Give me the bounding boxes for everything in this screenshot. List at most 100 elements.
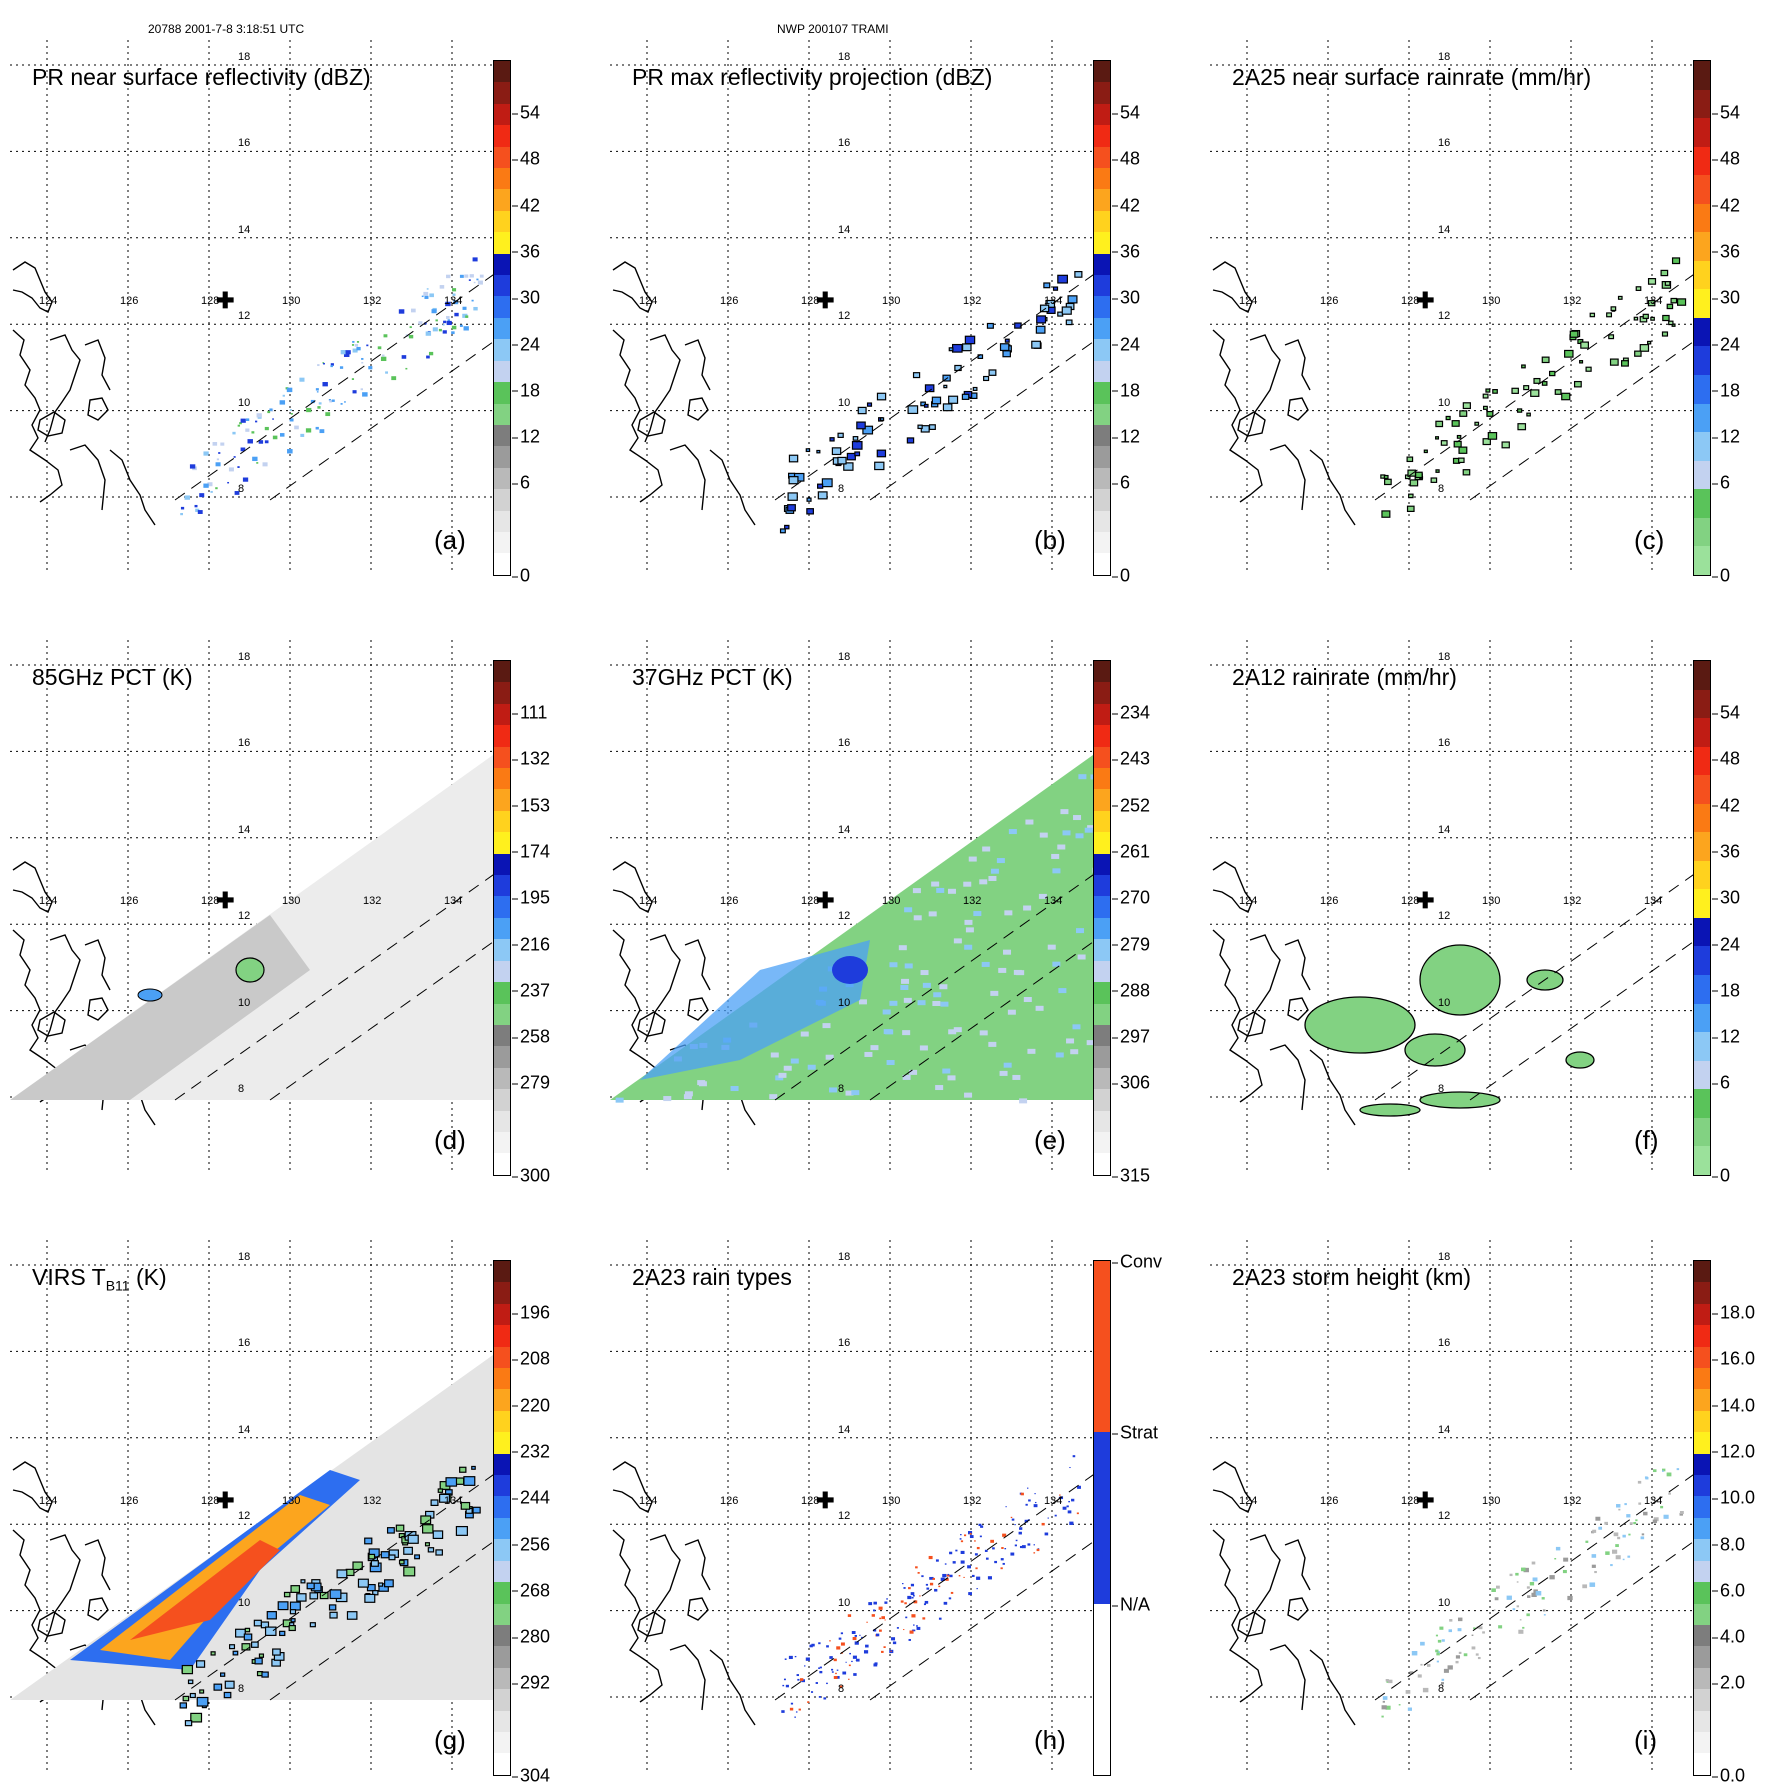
colorbar-segment <box>494 1646 510 1668</box>
colorbar-segment <box>1694 89 1710 119</box>
lat-label: 8 <box>238 1683 245 1695</box>
colorbar-tick: 18 <box>1711 980 1741 1001</box>
colorbar-tick: 174 <box>511 841 551 862</box>
colorbar-segment <box>494 403 510 425</box>
lon-label: 124 <box>39 295 58 307</box>
colorbar-segment <box>1694 61 1710 90</box>
lat-label: 10 <box>838 396 851 409</box>
colorbar-segment <box>494 1539 510 1561</box>
map-area: 124 126 128 130 132 134 18 16 14 12 10 8 ✚ <box>1210 640 1700 1170</box>
panel-letter: (g) <box>434 1725 466 1755</box>
lon-label: 130 <box>282 1495 301 1507</box>
lon-label: 128 <box>1401 895 1420 907</box>
colorbar-segment <box>494 1496 510 1518</box>
colorbar-tick: 232 <box>511 1441 551 1462</box>
lat-label: 14 <box>1438 1423 1451 1436</box>
colorbar-segment <box>494 1517 510 1540</box>
colorbar-segment <box>494 1731 510 1754</box>
lon-label: 126 <box>1320 295 1339 307</box>
lat-label: 12 <box>1438 310 1451 323</box>
colorbar-segment <box>494 424 510 447</box>
lat-label: 12 <box>838 1510 851 1523</box>
colorbar-tick: 270 <box>1111 887 1151 908</box>
colorbar-segment <box>494 1667 510 1690</box>
lon-label: 130 <box>882 895 901 907</box>
colorbar-tick: 30 <box>511 287 541 308</box>
plus-icon: ✚ <box>1416 1488 1435 1513</box>
map-panel-h: 124 126 128 130 132 134 18 16 14 12 10 8 ✚ 2A23 rain … <box>600 1220 1163 1776</box>
colorbar-tick: 48 <box>1711 148 1741 169</box>
colorbar-segment <box>494 1325 510 1347</box>
map-panel-f: 124 126 128 130 132 134 18 16 14 12 10 8 ✚ 2A12 rainr… <box>1200 620 1760 1186</box>
colorbar <box>1693 660 1711 1176</box>
map-plot <box>1210 640 1700 1170</box>
colorbar-segment <box>1094 275 1110 297</box>
lat-label: 16 <box>1438 737 1451 750</box>
map-area: 124 126 128 130 132 134 18 16 14 12 10 8 ✚ <box>1210 1240 1700 1770</box>
colorbar-segment <box>1694 1368 1710 1390</box>
colorbar-tick: 54 <box>511 102 541 123</box>
colorbar-tick: 216 <box>511 934 551 954</box>
colorbar-segment <box>494 1582 510 1604</box>
map-area: 124 126 128 130 132 134 18 16 14 12 10 8 ✚ <box>10 1240 500 1770</box>
map-plot <box>610 1240 1100 1770</box>
colorbar-segment <box>1094 1153 1110 1175</box>
map-panel-c: 124 126 128 130 132 134 18 16 14 12 10 8 ✚ 2A25 near … <box>1200 20 1760 586</box>
colorbar-segment <box>494 1282 510 1304</box>
colorbar-segment <box>1094 875 1110 897</box>
colorbar-segment <box>1694 375 1710 404</box>
colorbar-segment <box>1694 289 1710 318</box>
colorbar-tick: 18.0 <box>1711 1302 1756 1323</box>
colorbar-segment <box>494 896 510 918</box>
colorbar-segment <box>1094 403 1110 425</box>
lat-label: 8 <box>838 1083 845 1095</box>
colorbar-tick: 0.0 <box>1711 1765 1746 1786</box>
lon-label: 124 <box>39 1495 58 1507</box>
colorbar-segment <box>1094 853 1110 876</box>
lon-label: 126 <box>120 295 139 307</box>
colorbar-segment <box>1094 82 1110 104</box>
colorbar-segment <box>494 917 510 940</box>
colorbar-segment <box>1094 360 1110 383</box>
colorbar-segment <box>1694 889 1710 918</box>
lon-label: 132 <box>963 895 982 907</box>
plus-icon: ✚ <box>816 288 835 313</box>
colorbar-segment <box>494 725 510 747</box>
colorbar-tick: 12.0 <box>1711 1441 1756 1462</box>
colorbar-segment <box>1094 1110 1110 1132</box>
colorbar-segment <box>1094 103 1110 126</box>
colorbar-segment <box>494 125 510 147</box>
colorbar-segment <box>1694 1710 1710 1732</box>
colorbar-segment <box>494 789 510 811</box>
colorbar-tick: 24 <box>511 334 541 354</box>
colorbar-segment <box>1694 1667 1710 1690</box>
colorbar-segment <box>494 61 510 83</box>
panel-title: PR near surface reflectivity (dBZ) <box>32 64 371 90</box>
colorbar-tick: 153 <box>511 795 551 816</box>
colorbar-segment <box>1694 946 1710 976</box>
colorbar-segment <box>1694 1346 1710 1369</box>
colorbar-segment <box>494 1389 510 1411</box>
plus-icon: ✚ <box>1416 288 1435 313</box>
lon-label: 134 <box>444 295 463 307</box>
plus-icon: ✚ <box>216 888 235 913</box>
lat-label: 8 <box>238 1083 245 1095</box>
colorbar-segment <box>1694 460 1710 490</box>
colorbar-segment <box>1694 1646 1710 1668</box>
colorbar-segment <box>1694 1539 1710 1561</box>
colorbar-segment <box>1694 1582 1710 1604</box>
colorbar-segment <box>494 1603 510 1625</box>
colorbar-tick: 234 <box>1111 702 1151 723</box>
colorbar-segment <box>1094 489 1110 511</box>
lat-label: 16 <box>1438 1337 1451 1350</box>
header-orbit-time: 20788 2001-7-8 3:18:51 UTC <box>148 22 305 36</box>
colorbar-segment <box>1094 682 1110 704</box>
colorbar-segment <box>1694 203 1710 233</box>
lat-label: 12 <box>238 910 251 923</box>
colorbar-segment <box>1094 832 1110 854</box>
colorbar-tick: Conv <box>1111 1251 1163 1272</box>
colorbar-segment <box>1094 703 1110 726</box>
lat-label: 14 <box>238 1423 251 1436</box>
colorbar-segment <box>494 875 510 897</box>
lat-label: 16 <box>838 737 851 750</box>
